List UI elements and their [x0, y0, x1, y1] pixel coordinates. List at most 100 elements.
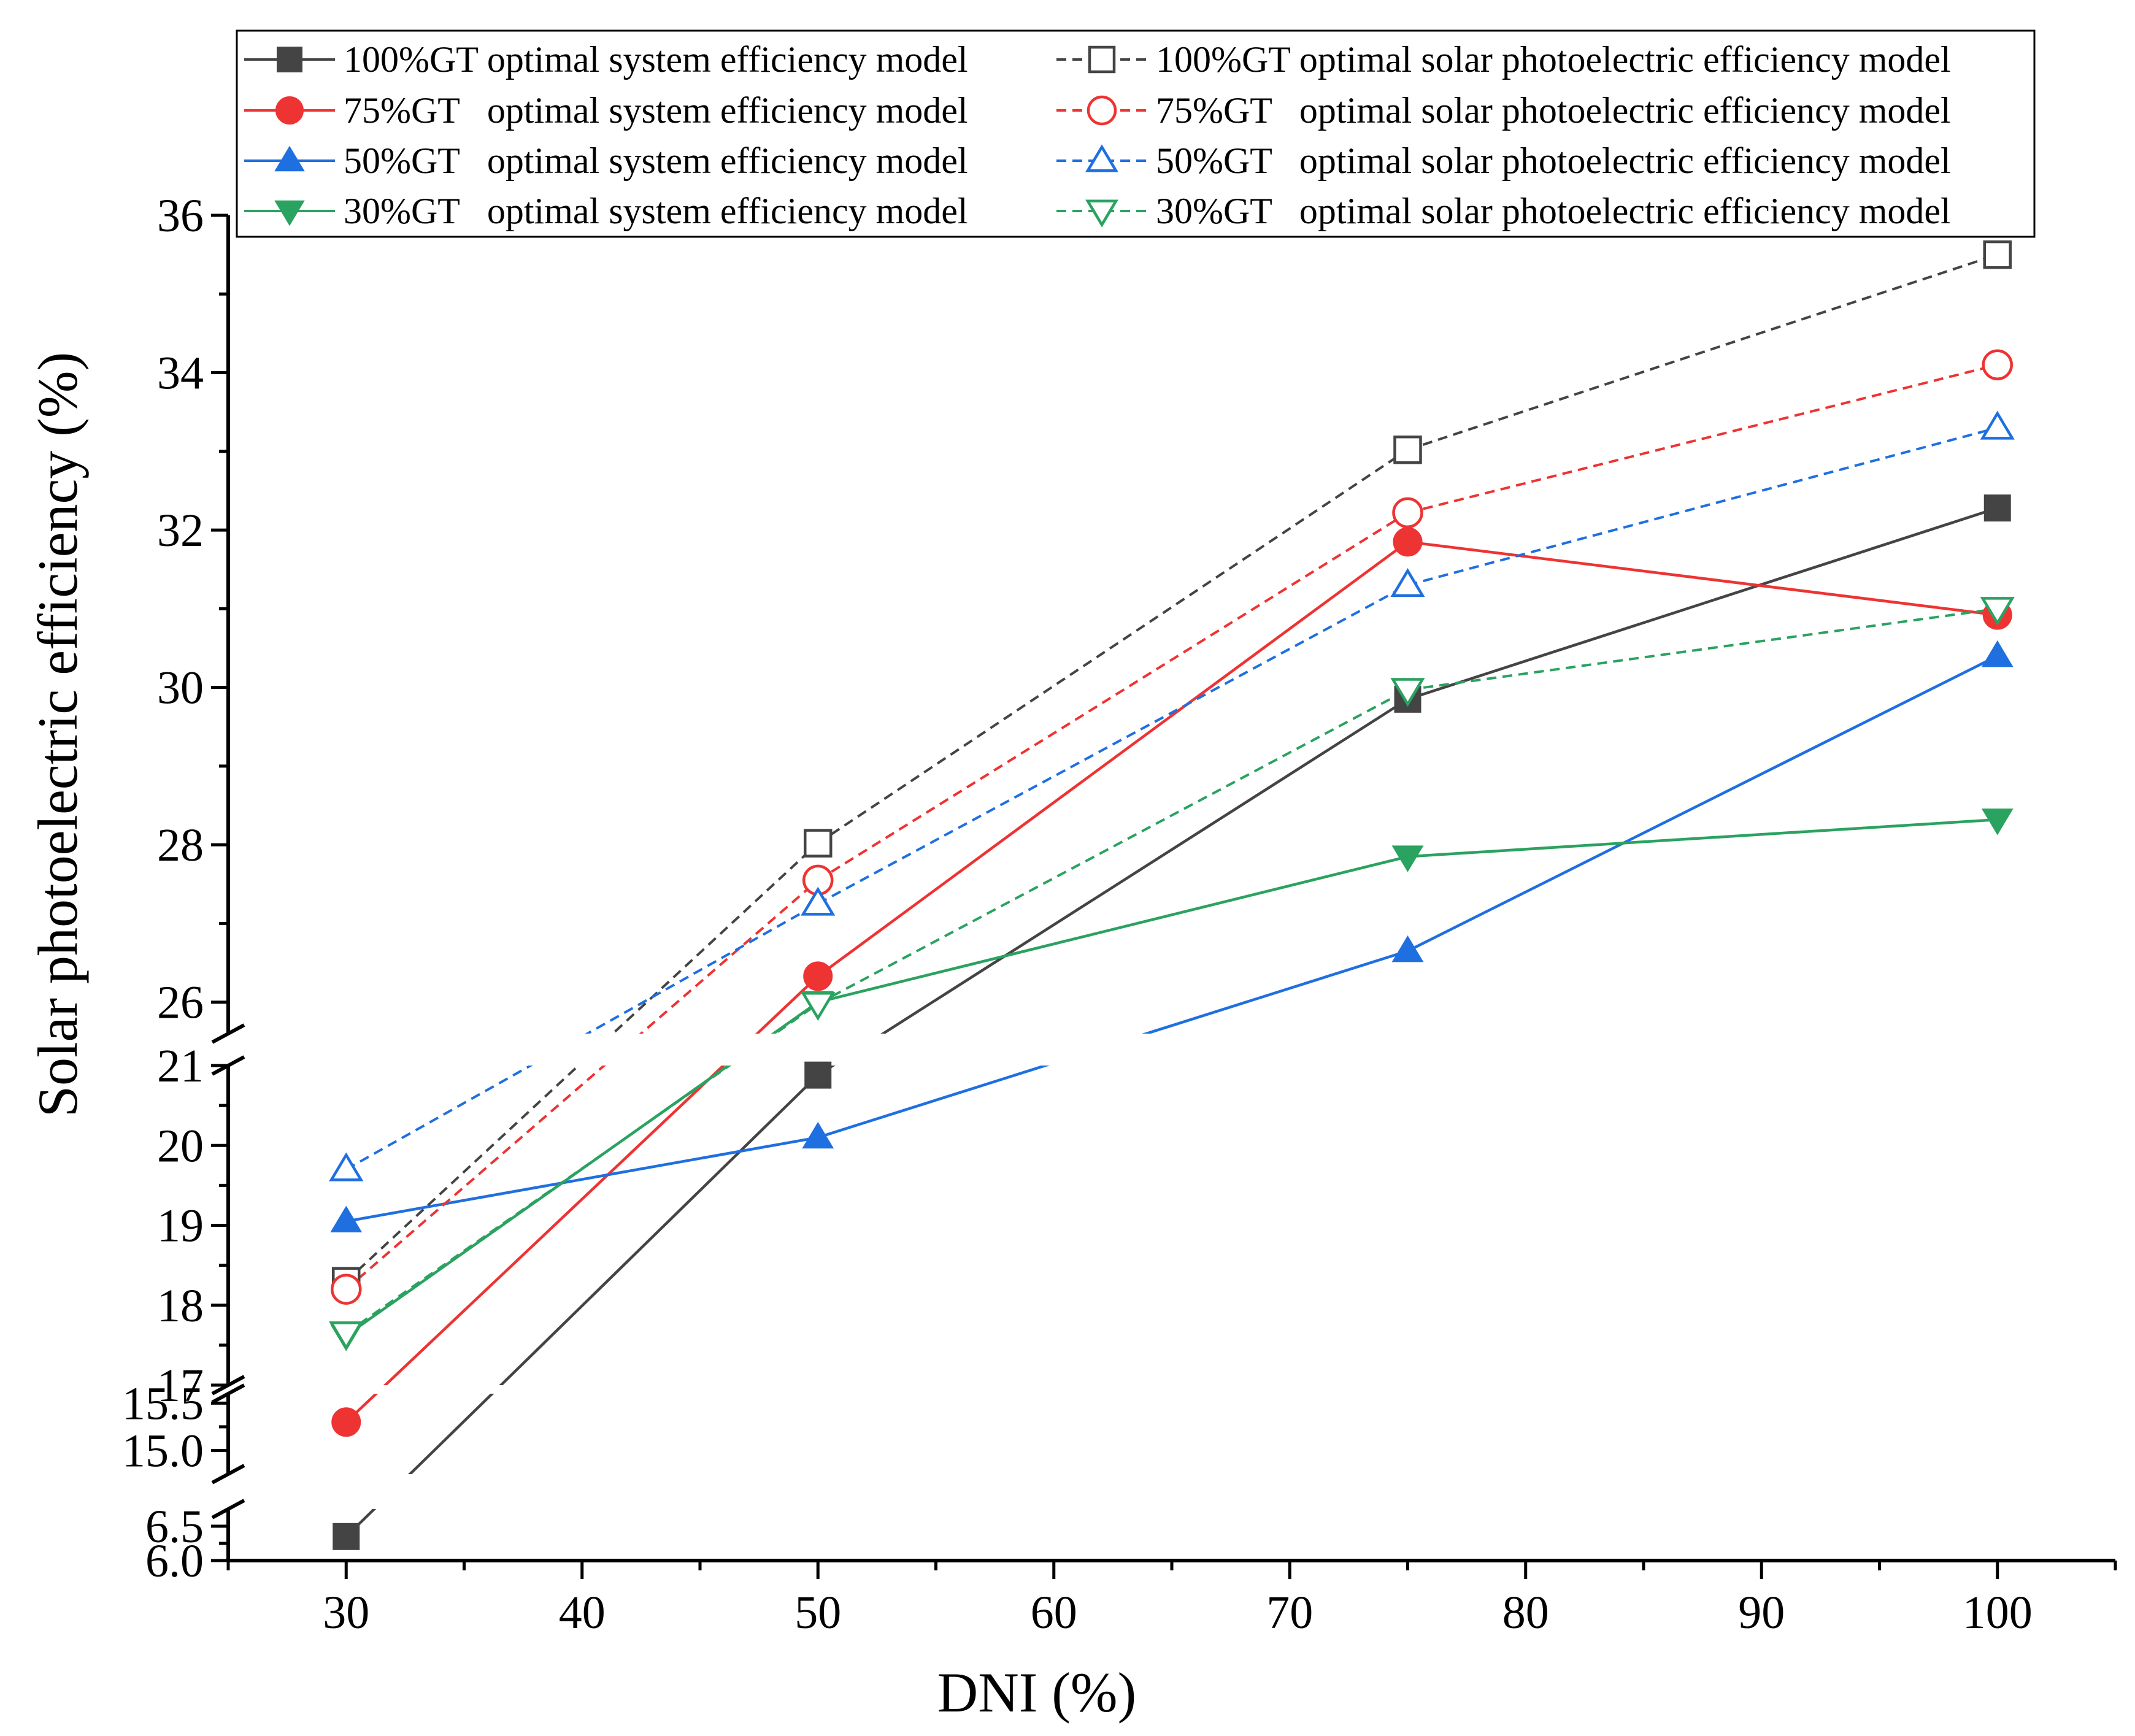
y-tick-label: 6.0 [145, 1535, 204, 1587]
series-lines [233, 253, 2115, 1538]
series-1-point [804, 1061, 832, 1089]
series-2-point [1393, 527, 1423, 557]
axis-break-mark [211, 1383, 245, 1404]
y-tick-label: 17 [157, 1360, 204, 1411]
series-6-point [1392, 497, 1423, 529]
series-8-point [329, 1321, 364, 1351]
series-4-point [1981, 808, 2014, 835]
legend-marker [277, 47, 302, 72]
axis-break-mark [211, 1023, 245, 1044]
series-6-segment [345, 879, 819, 1291]
series-markers [329, 240, 2015, 1550]
y-tick-label: 6.5 [145, 1501, 204, 1553]
series-4-segment [1407, 818, 1998, 858]
x-tick-label: 70 [1266, 1587, 1313, 1638]
y-tick-label: 32 [157, 505, 204, 556]
series-7-point [329, 1152, 364, 1181]
series-8-segment [817, 688, 1409, 1005]
series-8-point [1390, 678, 1425, 707]
legend-label: 100%GT optimal system efficiency model [344, 39, 968, 80]
x-tick-label: 40 [559, 1587, 606, 1638]
legend-marker [275, 96, 304, 125]
series-3-point [1981, 640, 2014, 667]
series-4-segment [817, 855, 1409, 1004]
series-6-segment [817, 512, 1409, 881]
series-3-segment [1407, 655, 1998, 953]
y-tick-label: 19 [157, 1200, 204, 1252]
series-5-segment [1407, 253, 1998, 451]
x-tick-label: 90 [1738, 1587, 1785, 1638]
series-2-segment [1407, 540, 1998, 616]
series-1-segment [817, 697, 1409, 1077]
y-tick-label: 26 [157, 977, 204, 1029]
x-tick-label: 100 [1963, 1587, 2033, 1638]
series-1-segment [345, 1074, 819, 1538]
x-tick-label: 80 [1502, 1587, 1549, 1638]
y-tick-label: 15.5 [122, 1378, 204, 1429]
series-5-point [804, 829, 833, 858]
series-1-point [333, 1523, 360, 1550]
legend-label: 30%GT optimal solar photoelectric effici… [1156, 191, 1951, 231]
series-5-point [1393, 435, 1422, 464]
x-tick-label: 50 [794, 1587, 841, 1638]
legend-label: 75%GT optimal system efficiency model [344, 90, 968, 131]
legend-label: 100%GT optimal solar photoelectric effic… [1156, 39, 1951, 80]
y-tick-label: 21 [157, 1040, 204, 1092]
y-tick-label: 20 [157, 1120, 204, 1172]
axis-break-mark [211, 1464, 245, 1484]
y-tick-label: 36 [157, 190, 204, 242]
series-4-point [1391, 845, 1424, 872]
legend-box [236, 29, 2036, 238]
legend-marker [1085, 199, 1118, 228]
legend-label: 50%GT optimal solar photoelectric effici… [1156, 140, 1951, 181]
y-axis-title: Solar photoelectric efficiency (%) [26, 352, 89, 1117]
y-tick-label: 28 [157, 820, 204, 871]
series-7-segment [345, 902, 819, 1171]
series-7-segment [1407, 426, 1998, 586]
axis-break-gap [233, 1385, 2115, 1394]
series-7-point [801, 886, 836, 916]
legend-label: 75%GT optimal solar photoelectric effici… [1156, 90, 1951, 131]
legend-marker [274, 200, 305, 226]
axis-break-mark [211, 1499, 245, 1519]
series-3-segment [345, 1136, 818, 1223]
legend-marker [274, 145, 305, 172]
legend-marker [1085, 144, 1118, 172]
axis-break-mark [211, 1375, 245, 1396]
series-8-point [1980, 597, 2015, 626]
series-2-point [803, 961, 833, 991]
series-1-point [1983, 494, 2011, 522]
y-tick-label: 34 [157, 348, 204, 399]
legend-marker [1087, 95, 1117, 126]
legend-label: 50%GT optimal system efficiency model [344, 140, 968, 181]
series-8-segment [1407, 607, 1998, 691]
series-3-point [1391, 935, 1424, 962]
legend-label: 30%GT optimal system efficiency model [344, 191, 968, 231]
x-tick-label: 60 [1031, 1587, 1077, 1638]
x-axis-title: DNI (%) [937, 1661, 1136, 1724]
series-6-segment [1407, 363, 1998, 514]
series-6-point [1982, 349, 2013, 380]
series-1-segment [1407, 507, 1998, 701]
series-8-point [801, 991, 836, 1021]
series-5-segment [817, 448, 1409, 845]
legend-marker [1088, 45, 1116, 74]
series-3-point [802, 1121, 834, 1149]
legend: 100%GT optimal system efficiency model 75… [236, 29, 2036, 238]
series-2-point [331, 1407, 361, 1437]
series-7-point [1980, 410, 2015, 440]
axis-break-gap [233, 1474, 2115, 1509]
series-2-segment [817, 540, 1409, 978]
y-tick-label: 18 [157, 1280, 204, 1332]
series-7-segment [817, 584, 1409, 905]
y-tick-label: 30 [157, 663, 204, 714]
x-tick-label: 30 [323, 1587, 369, 1638]
series-7-point [1390, 568, 1425, 597]
axis-break-mark [211, 1055, 245, 1076]
series-3-point [330, 1205, 363, 1232]
series-6-point [331, 1273, 362, 1305]
axis-break-gap [233, 1034, 2115, 1066]
y-tick-label: 15.0 [122, 1425, 204, 1477]
series-5-point [1983, 240, 2012, 269]
